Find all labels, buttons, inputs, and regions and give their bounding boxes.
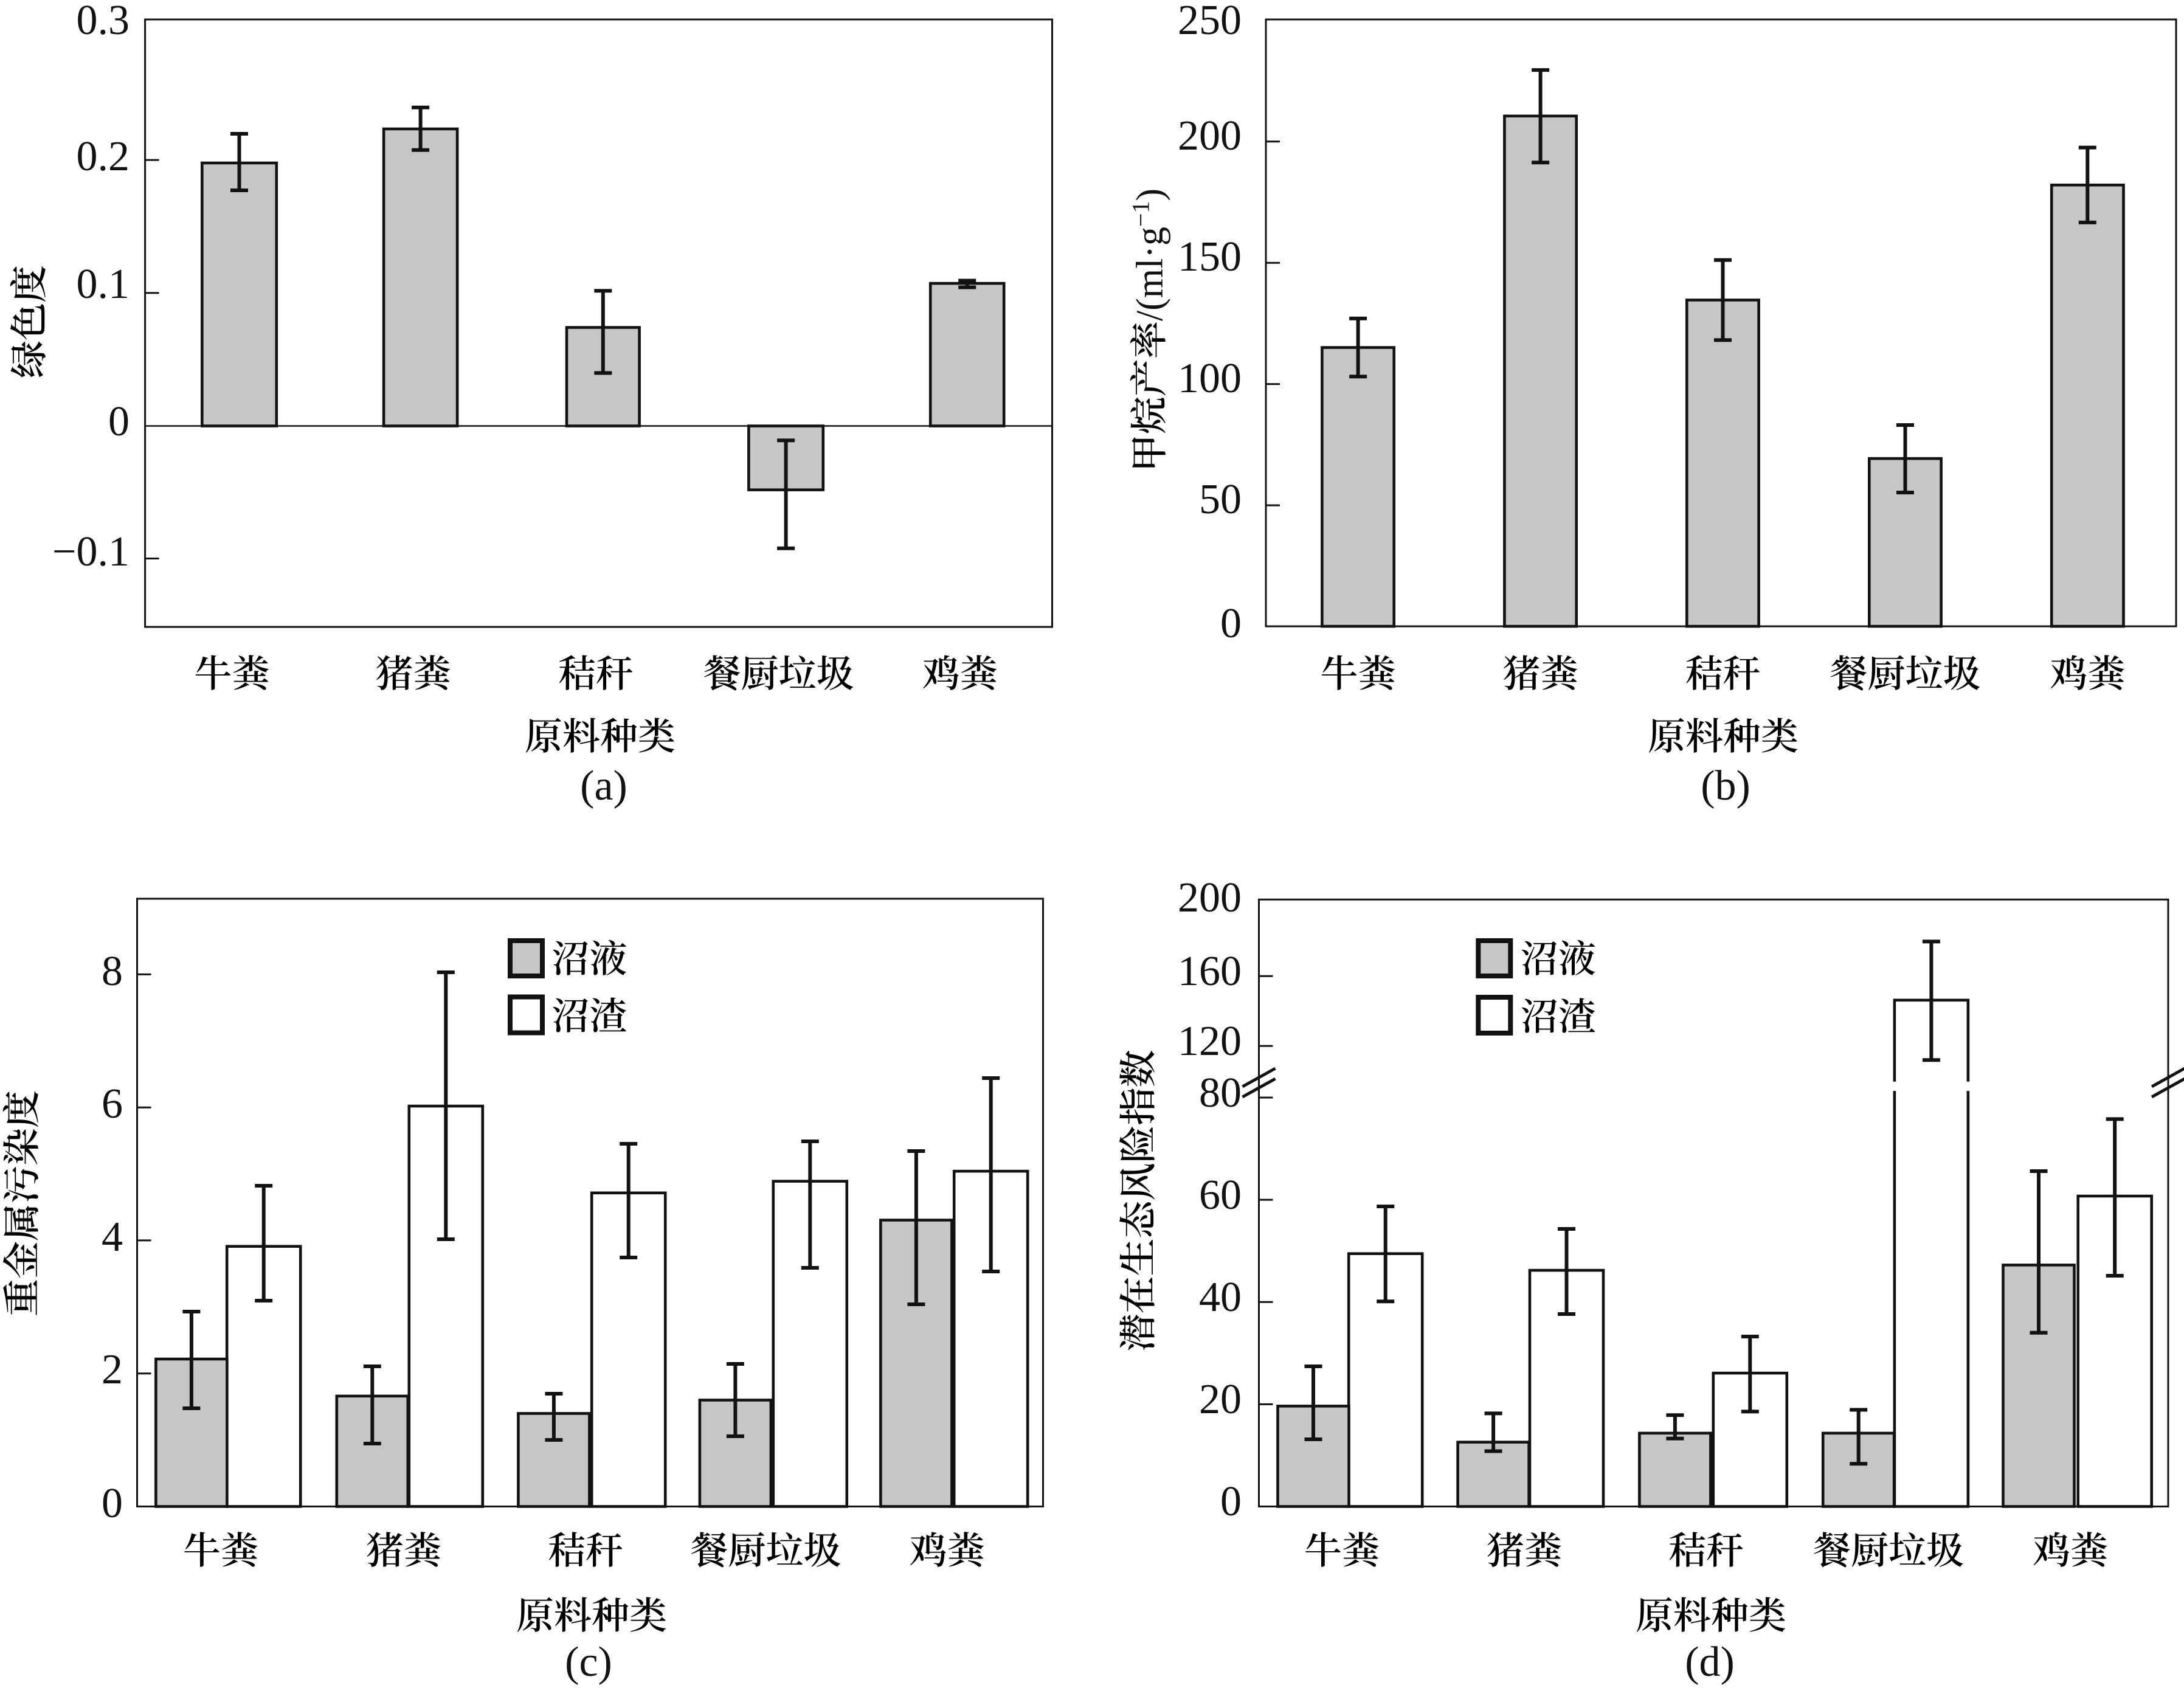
svg-text:(b): (b)	[1701, 763, 1750, 809]
svg-text:4: 4	[102, 1214, 123, 1261]
svg-text:−0.1: −0.1	[52, 528, 130, 575]
svg-text:150: 150	[1178, 233, 1242, 280]
svg-text:0.1: 0.1	[77, 261, 130, 308]
svg-text:(c): (c)	[565, 1639, 612, 1686]
svg-text:0: 0	[108, 398, 130, 445]
svg-text:60: 60	[1199, 1172, 1242, 1219]
svg-text:0.2: 0.2	[77, 133, 130, 180]
svg-text:250: 250	[1178, 0, 1242, 44]
svg-text:(d): (d)	[1685, 1639, 1735, 1686]
svg-text:0.3: 0.3	[77, 0, 130, 44]
svg-text:120: 120	[1178, 1018, 1242, 1065]
svg-text:80: 80	[1199, 1070, 1242, 1116]
svg-text:200: 200	[1178, 112, 1242, 159]
svg-text:0: 0	[102, 1480, 123, 1527]
svg-text:160: 160	[1178, 948, 1242, 995]
svg-text:6: 6	[102, 1081, 123, 1127]
svg-text:8: 8	[102, 948, 123, 995]
svg-text:0: 0	[1220, 1478, 1242, 1525]
svg-text:50: 50	[1199, 476, 1242, 523]
svg-text:20: 20	[1199, 1376, 1242, 1423]
svg-text:200: 200	[1178, 874, 1242, 921]
svg-text:100: 100	[1178, 355, 1242, 402]
svg-text:40: 40	[1199, 1274, 1242, 1321]
svg-text:(a): (a)	[580, 763, 627, 809]
svg-text:2: 2	[102, 1346, 123, 1393]
svg-text:0: 0	[1220, 600, 1242, 647]
